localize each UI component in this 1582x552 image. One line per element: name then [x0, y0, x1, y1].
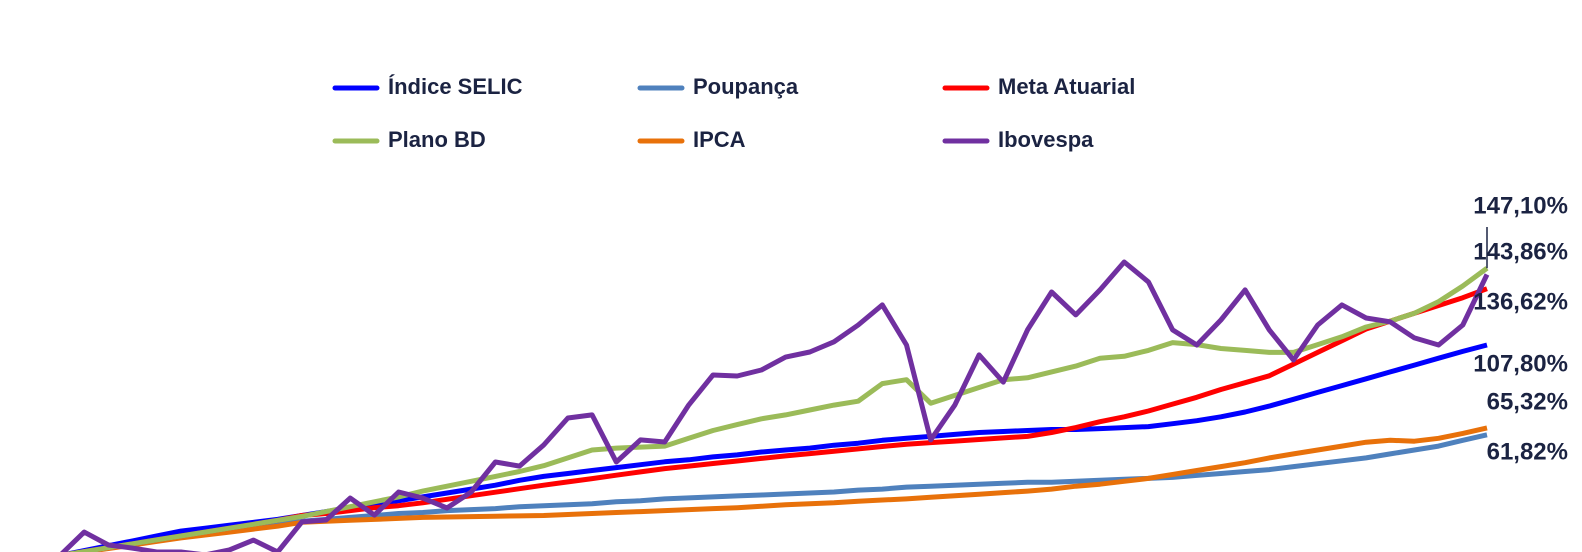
- series-line: [60, 259, 1490, 552]
- end-label: 147,10%: [1473, 192, 1568, 219]
- series-line: [66, 266, 1489, 552]
- legend-label: Índice SELIC: [388, 74, 523, 99]
- legend-label: Plano BD: [388, 127, 486, 152]
- end-label: 136,62%: [1473, 288, 1568, 315]
- plot-area: [60, 259, 1490, 552]
- end-label: 107,80%: [1473, 350, 1568, 377]
- series-line: [66, 286, 1488, 552]
- legend-label: Poupança: [693, 74, 799, 99]
- end-label: 65,32%: [1487, 388, 1568, 415]
- end-labels: 147,10% 143,86% 136,62% 107,80% 65,32% 61,82%: [1473, 192, 1568, 465]
- end-label: 143,86%: [1473, 238, 1568, 265]
- legend: Índice SELIC Poupança Meta Atuarial Plano B…: [332, 74, 1135, 152]
- legend-label: IPCA: [693, 127, 746, 152]
- end-label: 61,82%: [1487, 438, 1568, 465]
- legend-label: Meta Atuarial: [998, 74, 1135, 99]
- series-line: [66, 425, 1488, 552]
- legend-label: Ibovespa: [998, 127, 1094, 152]
